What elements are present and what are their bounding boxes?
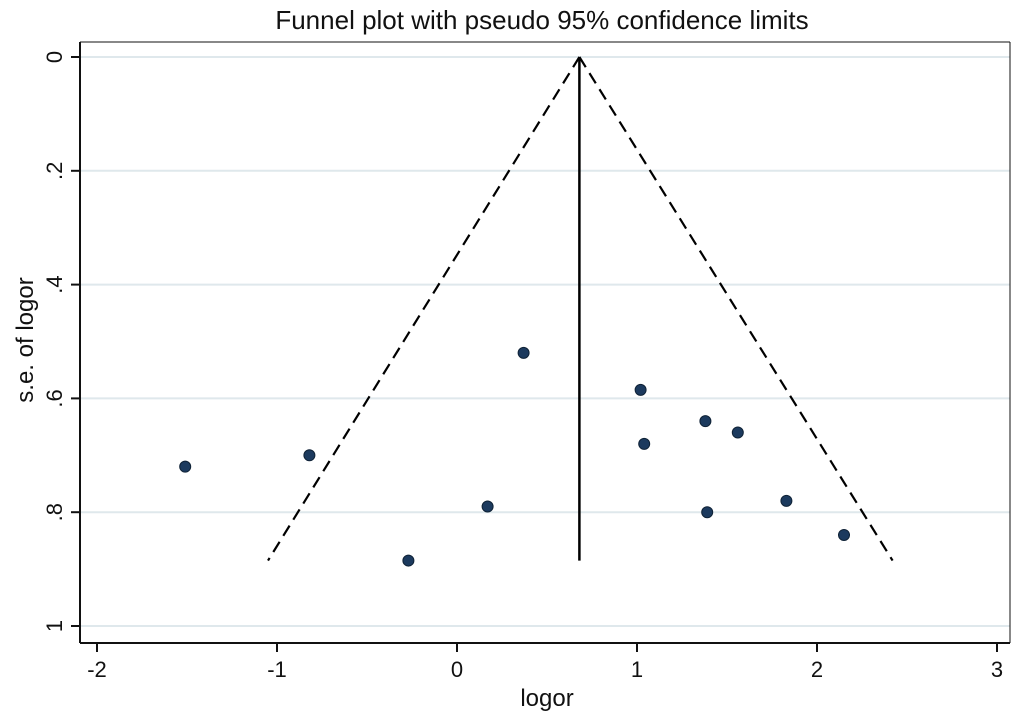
data-point-11	[402, 554, 415, 567]
y-tick-label-5: 1	[42, 620, 67, 632]
x-tick-label-1: -1	[267, 657, 287, 682]
x-tick-label-2: 0	[451, 657, 463, 682]
y-tick-label-3: .6	[42, 389, 67, 407]
x-tick-label-4: 2	[811, 657, 823, 682]
data-point-2	[517, 346, 530, 359]
y-tick-label-1: .2	[42, 162, 67, 180]
x-axis-label: logor	[520, 685, 573, 712]
data-point-9	[701, 506, 714, 519]
data-point-6	[638, 437, 651, 450]
x-tick-label-3: 1	[631, 657, 643, 682]
y-tick-label-4: .8	[42, 503, 67, 521]
data-point-1	[303, 449, 316, 462]
lower-confidence-limit	[267, 56, 581, 562]
study-points	[179, 346, 850, 567]
confidence-limits	[267, 56, 894, 562]
data-point-0	[179, 460, 192, 473]
gridlines	[80, 56, 1010, 627]
upper-confidence-limit	[578, 56, 894, 562]
y-axis-label: s.e. of logor	[12, 277, 39, 402]
data-point-8	[780, 494, 793, 507]
data-point-3	[634, 383, 647, 396]
data-point-7	[481, 500, 494, 513]
y-tick-label-0: 0	[42, 51, 67, 63]
axes: 0 .2 .4 .6 .8 1 -2 -1 0 1 2 3	[42, 41, 1011, 682]
data-point-10	[838, 528, 850, 541]
x-tick-label-5: 3	[991, 657, 1003, 682]
x-tick-label-0: -2	[87, 657, 107, 682]
chart-title: Funnel plot with pseudo 95% confidence l…	[275, 5, 808, 35]
data-point-5	[731, 426, 744, 439]
y-tick-label-2: .4	[42, 275, 67, 293]
data-point-4	[699, 415, 712, 428]
